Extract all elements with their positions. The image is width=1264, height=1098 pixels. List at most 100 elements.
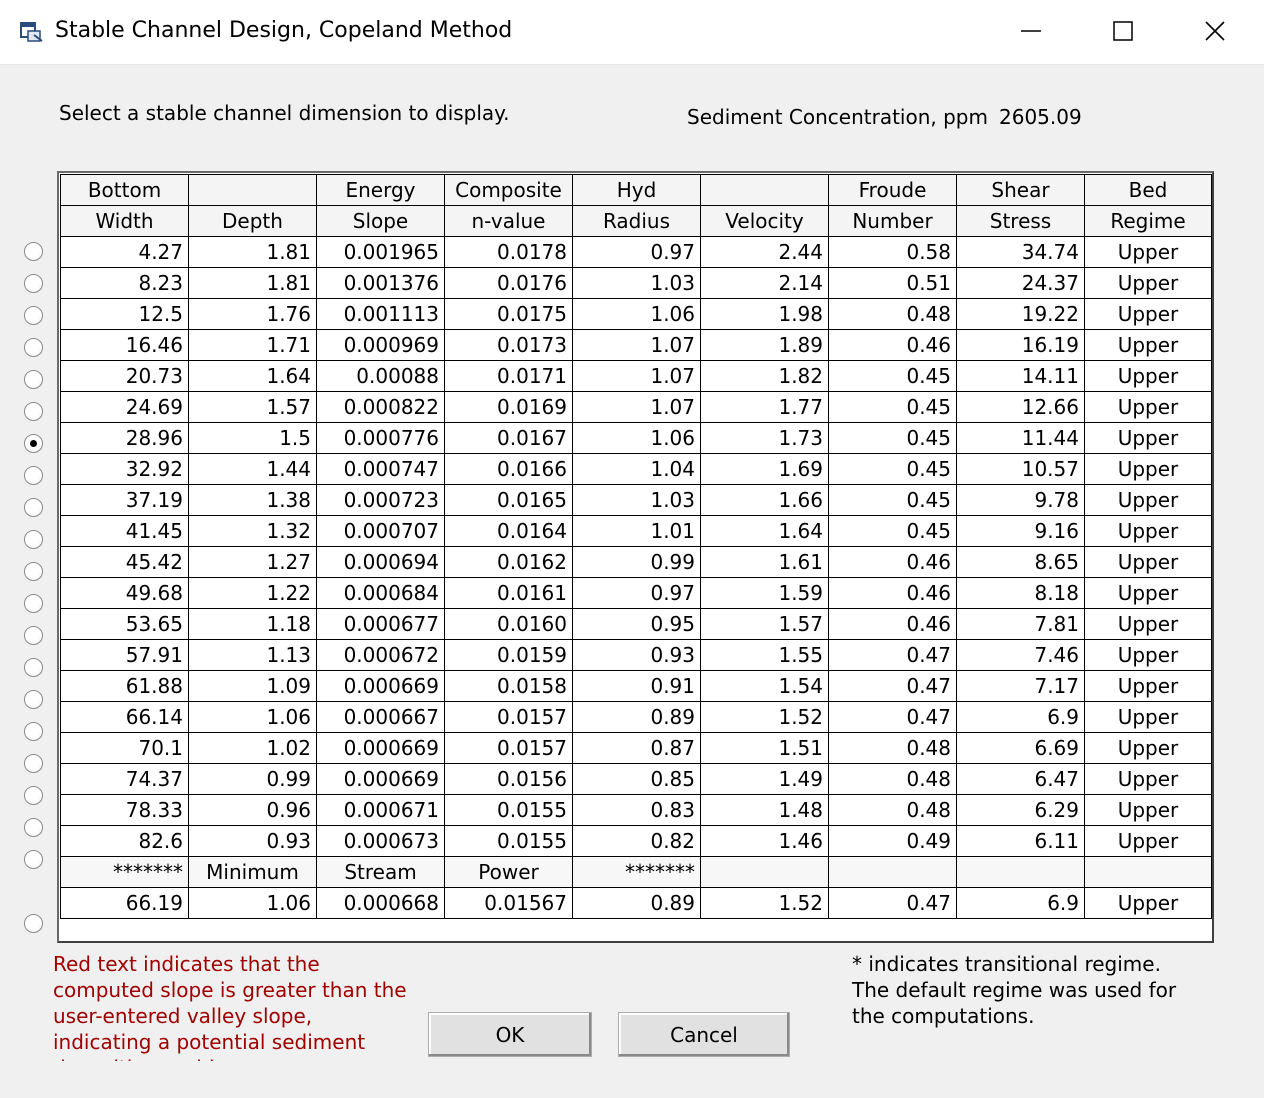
table-cell: Upper	[1084, 422, 1212, 454]
table-row: 12.5 1.76 0.001113 0.0175 1.06 1.98 0.48 19.22 U…	[60, 298, 1212, 330]
table-cell: 0.51	[828, 267, 957, 299]
cancel-button[interactable]: Cancel	[618, 1012, 790, 1057]
row-radio[interactable]	[24, 466, 43, 485]
table-cell: Upper	[1084, 360, 1212, 392]
table-cell: 0.0171	[444, 360, 573, 392]
table-cell: Upper	[1084, 608, 1212, 640]
table-cell: Depth	[188, 205, 317, 237]
transitional-regime-note: * indicates transitional regime. The def…	[852, 952, 1177, 1028]
table-cell: Number	[828, 205, 957, 237]
table-cell: 1.01	[572, 515, 701, 547]
table-cell: 0.001965	[316, 236, 445, 268]
row-radio[interactable]	[24, 242, 43, 261]
row-radio[interactable]	[24, 722, 43, 741]
row-radio[interactable]	[24, 274, 43, 293]
table-cell: 70.1	[60, 732, 189, 764]
table-row: 61.88 1.09 0.000669 0.0158 0.91 1.54 0.47 7.17 U…	[60, 670, 1212, 702]
table-row: 4.27 1.81 0.001965 0.0178 0.97 2.44 0.58 34.74 U…	[60, 236, 1212, 268]
table-cell: 0.45	[828, 484, 957, 516]
table-cell: 0.000669	[316, 732, 445, 764]
table-cell: 66.19	[60, 887, 189, 919]
radio-minimum-stream-power[interactable]	[24, 914, 43, 933]
maximize-button[interactable]	[1077, 0, 1169, 62]
row-radio[interactable]	[24, 498, 43, 517]
row-radio[interactable]	[24, 594, 43, 613]
table-cell: 0.89	[572, 887, 701, 919]
table-cell: 6.11	[956, 825, 1085, 857]
table-cell: Upper	[1084, 701, 1212, 733]
table-cell: 0.58	[828, 236, 957, 268]
table-cell: *******	[572, 856, 701, 888]
row-radio[interactable]	[24, 786, 43, 805]
table-cell: Minimum	[188, 856, 317, 888]
row-radio[interactable]	[24, 658, 43, 677]
table-cell: 2.44	[700, 236, 829, 268]
ok-button[interactable]: OK	[428, 1012, 592, 1057]
table-cell: 82.6	[60, 825, 189, 857]
table-row: 24.69 1.57 0.000822 0.0169 1.07 1.77 0.45 12.66…	[60, 391, 1212, 423]
row-radio[interactable]	[24, 754, 43, 773]
table-cell: 1.64	[700, 515, 829, 547]
table-cell: 0.01567	[444, 887, 573, 919]
sediment-concentration-label: Sediment Concentration, ppm	[687, 105, 988, 129]
row-radio[interactable]	[24, 850, 43, 869]
table-cell: 0.47	[828, 639, 957, 671]
results-grid: Bottom Energy Composite Hyd Froude Shear Bed Wi…	[57, 171, 1214, 943]
row-radio[interactable]	[24, 370, 43, 389]
table-cell: 78.33	[60, 794, 189, 826]
table-cell: 6.69	[956, 732, 1085, 764]
row-radio[interactable]	[24, 402, 43, 421]
row-radio[interactable]	[24, 626, 43, 645]
window-title: Stable Channel Design, Copeland Method	[55, 18, 513, 43]
table-cell: 1.5	[188, 422, 317, 454]
table-row: 53.65 1.18 0.000677 0.0160 0.95 1.57 0.46 7.81 U…	[60, 608, 1212, 640]
table-cell: 0.45	[828, 360, 957, 392]
red-text-note: Red text indicates that the computed slo…	[53, 952, 407, 1061]
table-row: 82.6 0.93 0.000673 0.0155 0.82 1.46 0.49 6.11 Up…	[60, 825, 1212, 857]
table-cell: 41.45	[60, 515, 189, 547]
table-cell: Upper	[1084, 391, 1212, 423]
row-radio[interactable]	[24, 818, 43, 837]
row-radio[interactable]	[24, 434, 43, 453]
table-cell: 34.74	[956, 236, 1085, 268]
table-cell: Stress	[956, 205, 1085, 237]
table-cell: 6.29	[956, 794, 1085, 826]
table-cell: 1.38	[188, 484, 317, 516]
table-cell	[188, 174, 317, 206]
table-cell: 0.46	[828, 546, 957, 578]
table-cell: 0.0173	[444, 329, 573, 361]
table-cell: 1.76	[188, 298, 317, 330]
minimize-icon	[1021, 30, 1041, 32]
table-cell: 7.81	[956, 608, 1085, 640]
close-button[interactable]	[1169, 0, 1261, 62]
table-cell: 11.44	[956, 422, 1085, 454]
table-cell: 0.48	[828, 732, 957, 764]
table-cell: 0.83	[572, 794, 701, 826]
table-cell: 0.0169	[444, 391, 573, 423]
minimize-button[interactable]	[985, 0, 1077, 62]
table-cell: 0.000671	[316, 794, 445, 826]
table-cell: 4.27	[60, 236, 189, 268]
row-radio[interactable]	[24, 338, 43, 357]
table-cell: 0.97	[572, 236, 701, 268]
table-cell: 8.23	[60, 267, 189, 299]
table-cell: 0.48	[828, 763, 957, 795]
row-radio[interactable]	[24, 530, 43, 549]
table-cell: *******	[60, 856, 189, 888]
table-cell: 0.46	[828, 608, 957, 640]
table-cell: Stream	[316, 856, 445, 888]
table-cell: 7.17	[956, 670, 1085, 702]
table-cell: 0.49	[828, 825, 957, 857]
table-cell: 1.89	[700, 329, 829, 361]
table-cell: Froude	[828, 174, 957, 206]
row-radio[interactable]	[24, 306, 43, 325]
table-cell: 0.45	[828, 391, 957, 423]
row-radio[interactable]	[24, 562, 43, 581]
table-cell: 1.49	[700, 763, 829, 795]
minimum-stream-power-label-row: ******* Minimum Stream Power *******	[60, 856, 1212, 888]
row-radio[interactable]	[24, 690, 43, 709]
table-cell: 6.9	[956, 701, 1085, 733]
table-cell: 1.07	[572, 360, 701, 392]
table-cell: 16.46	[60, 329, 189, 361]
table-cell: 0.00088	[316, 360, 445, 392]
